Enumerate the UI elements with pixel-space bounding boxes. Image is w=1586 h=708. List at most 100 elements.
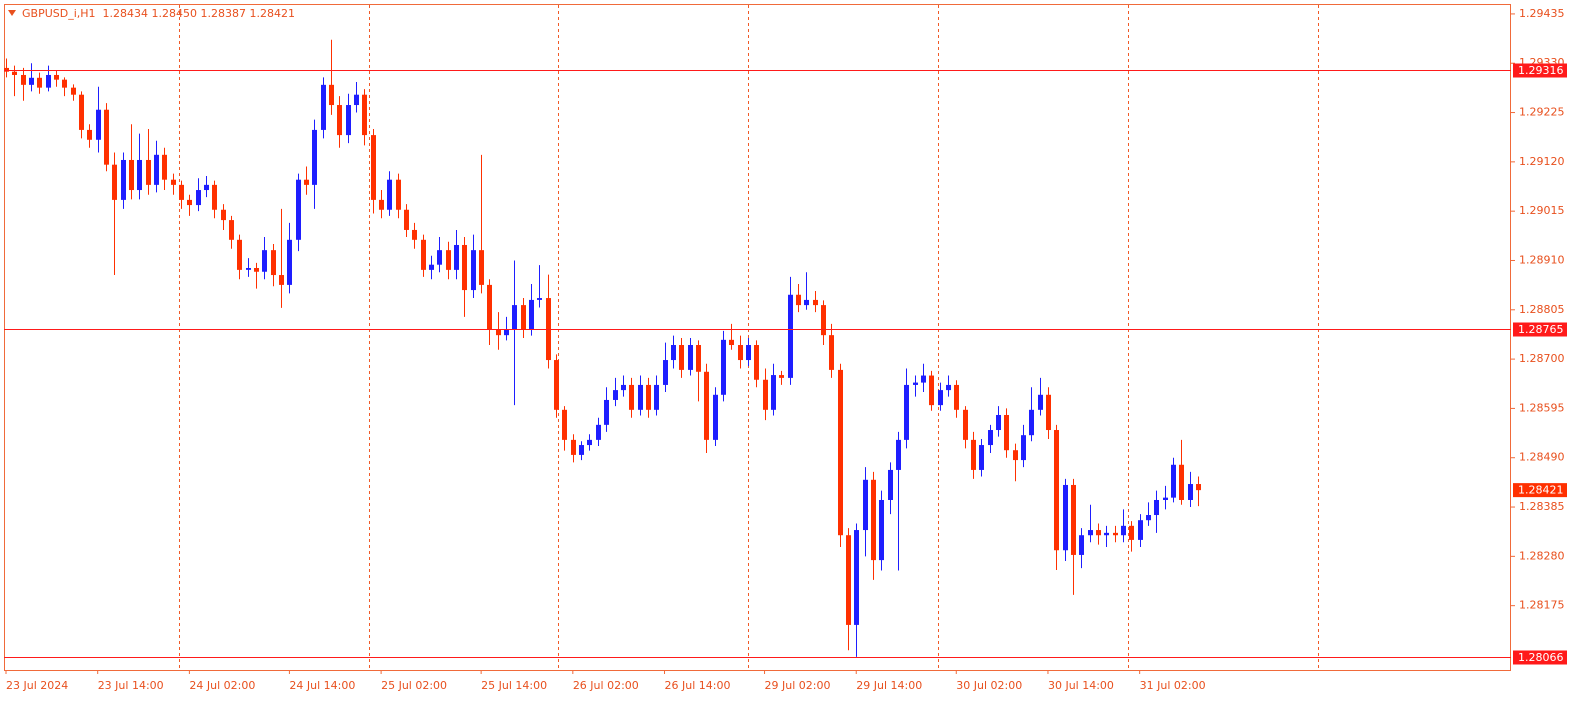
day-separators: [179, 5, 1319, 670]
candle-body: [496, 329, 501, 336]
candle-body: [512, 305, 517, 330]
candle-body: [629, 384, 634, 410]
candle-body: [771, 375, 776, 410]
candle-body: [287, 239, 292, 285]
candle-body: [1088, 530, 1093, 536]
candle-body: [187, 199, 192, 206]
candle-body: [896, 439, 901, 470]
x-tick-label: 24 Jul 14:00: [289, 679, 355, 692]
y-tick-label: 1.28910: [1519, 253, 1565, 266]
candle-body: [913, 382, 918, 385]
x-tick-label: 26 Jul 02:00: [573, 679, 639, 692]
candle-body: [446, 250, 451, 270]
candle-body: [271, 250, 276, 276]
level-label-box: [1513, 322, 1567, 337]
candle-body: [29, 77, 34, 85]
candle-body: [362, 94, 367, 136]
candle-body: [1121, 525, 1126, 536]
candle-body: [671, 345, 676, 361]
candle-body: [346, 105, 351, 136]
y-tick-label: 1.29225: [1519, 106, 1565, 119]
candle-body: [621, 384, 626, 391]
candle-body: [904, 384, 909, 440]
candle-body: [1079, 535, 1084, 555]
candle-body: [396, 179, 401, 210]
y-tick-label: 1.28280: [1519, 549, 1565, 562]
candle-body: [1171, 464, 1176, 498]
candle-body: [1071, 484, 1076, 555]
candle-body: [863, 479, 868, 531]
candle-body: [921, 375, 926, 383]
candle-body: [104, 109, 109, 165]
candle-body: [1046, 394, 1051, 431]
candle-body: [996, 414, 1001, 431]
candle-body: [62, 79, 67, 88]
candle-body: [296, 179, 301, 240]
candle-body: [112, 164, 117, 200]
candle-body: [246, 267, 251, 270]
candle-body: [71, 87, 76, 95]
candle-body: [1154, 499, 1159, 516]
candle-body: [221, 209, 226, 221]
candle-body: [821, 305, 826, 336]
candle-body: [504, 329, 509, 336]
candle-body: [604, 399, 609, 425]
candle-body: [179, 184, 184, 200]
candle-body: [587, 439, 592, 446]
candle-body: [37, 77, 42, 88]
candle-body: [696, 345, 701, 372]
price-label: 1.28421: [1518, 484, 1564, 497]
candle-body: [679, 345, 684, 370]
candle-body: [4, 67, 9, 72]
candle-body: [1188, 484, 1193, 500]
candle-body: [321, 84, 326, 130]
candle-body: [1063, 484, 1068, 551]
candle-body: [1054, 430, 1059, 551]
candle-body: [846, 535, 851, 625]
candle-body: [12, 71, 17, 75]
chart-title: GBPUSD_i,H1 1.28434 1.28450 1.28387 1.28…: [22, 7, 295, 20]
x-tick-label: 23 Jul 2024: [6, 679, 68, 692]
candle-body: [54, 74, 59, 80]
candle-body: [212, 184, 217, 210]
candle-body: [429, 264, 434, 270]
y-tick-label: 1.29015: [1519, 204, 1565, 217]
candle-body: [146, 159, 151, 185]
candle-body: [779, 375, 784, 378]
y-tick-label: 1.28385: [1519, 500, 1565, 513]
candle-body: [713, 394, 718, 440]
candle-body: [1179, 464, 1184, 500]
candle-body: [87, 129, 92, 140]
candle-body: [229, 220, 234, 240]
candle-body: [1163, 497, 1168, 500]
candle-body: [121, 159, 126, 200]
candle-body: [1096, 530, 1101, 536]
candle-body: [654, 384, 659, 410]
candle-body: [663, 360, 668, 385]
candle-body: [763, 379, 768, 410]
candle-body: [946, 384, 951, 391]
candle-body: [171, 179, 176, 185]
x-tick-label: 30 Jul 14:00: [1048, 679, 1114, 692]
candles: [4, 39, 1201, 657]
candle-body: [704, 371, 709, 440]
candle-body: [96, 109, 101, 140]
candle-body: [137, 159, 142, 191]
candle-body: [971, 439, 976, 470]
level-label: 1.28765: [1518, 323, 1564, 336]
candle-body: [796, 294, 801, 306]
candle-body: [688, 345, 693, 370]
candle-body: [237, 239, 242, 270]
candle-body: [337, 105, 342, 136]
candle-body: [1146, 515, 1151, 521]
candle-body: [888, 469, 893, 500]
candle-body: [371, 135, 376, 200]
candle-body: [1021, 435, 1026, 461]
candle-body: [204, 184, 209, 191]
candle-body: [871, 479, 876, 561]
collapse-icon[interactable]: [8, 10, 16, 16]
y-tick-label: 1.28175: [1519, 599, 1565, 612]
candle-body: [754, 345, 759, 380]
candle-body: [421, 239, 426, 270]
